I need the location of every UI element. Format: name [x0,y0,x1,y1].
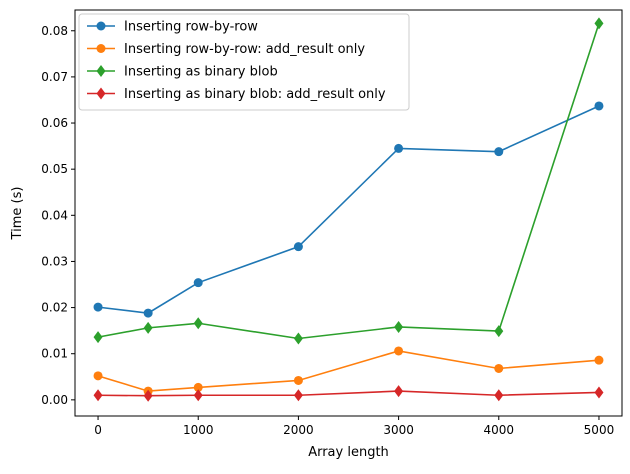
data-point-1-5 [394,143,404,153]
series-layer [93,17,604,402]
series-line-2 [97,350,600,392]
y-tick-label: 0.00 [41,393,68,407]
data-point-4-7 [594,386,604,399]
data-point-2-5 [394,346,404,356]
y-tick-label: 0.04 [41,208,68,222]
data-point-4-3 [193,389,203,402]
data-point-1-1 [93,302,103,312]
y-tick-label: 0.02 [41,301,68,315]
legend-marker [96,87,106,100]
data-point-2-6 [494,363,504,373]
data-point-1-6 [494,147,504,157]
y-tick-label: 0.05 [41,162,68,176]
data-point-3-7 [594,17,604,30]
legend-label: Inserting row-by-row [124,20,258,35]
legend-marker [96,65,106,77]
data-point-2-3 [193,382,203,392]
series-1 [93,101,604,318]
x-tick-label: 2000 [283,423,314,437]
data-point-3-5 [394,320,404,333]
legend-entry-1: Inserting row-by-row [87,20,258,35]
y-axis-label: Time (s) [10,187,25,241]
data-point-3-1 [93,331,103,344]
legend-marker [96,21,106,31]
data-point-2-4 [293,375,303,385]
legend-entry-2: Inserting row-by-row: add_result only [87,42,365,57]
legend-box [78,13,410,111]
y-tick-label: 0.01 [41,347,68,361]
x-tick-label: 3000 [383,423,414,437]
legend: Inserting row-by-row Inserting row-by-row… [78,13,410,111]
x-tick-label: 5000 [584,423,615,437]
series-3 [93,17,604,345]
data-point-4-4 [293,389,303,402]
series-line-4 [98,390,599,397]
legend-label: Inserting as binary blob: add_result onl… [124,87,386,102]
data-point-1-2 [143,308,153,318]
data-point-1-3 [193,278,203,288]
data-point-4-6 [494,389,504,402]
y-tick-label: 0.06 [41,116,68,130]
data-point-2-1 [93,371,103,381]
series-4 [93,385,604,402]
data-point-3-4 [293,332,303,345]
data-point-1-4 [293,242,303,252]
data-point-3-3 [193,317,203,330]
legend-label: Inserting as binary blob [124,65,278,80]
y-tick-label: 0.03 [41,254,68,268]
x-axis-ticks: 0 1000 2000 3000 4000 5000 [94,416,614,437]
x-tick-label: 0 [94,423,102,437]
legend-entry-4: Inserting as binary blob: add_result onl… [87,87,386,102]
data-point-4-2 [143,389,153,402]
series-2 [93,346,604,396]
data-point-4-5 [394,385,404,398]
x-axis-label: Array length [308,445,389,460]
legend-label: Inserting row-by-row: add_result only [124,42,365,57]
legend-marker [96,44,106,53]
y-tick-label: 0.07 [41,70,68,84]
series-line-1 [97,105,600,314]
data-point-3-2 [143,321,153,334]
data-point-1-7 [594,101,604,111]
x-tick-label: 1000 [183,423,214,437]
x-tick-label: 4000 [484,423,515,437]
y-axis-ticks: 0.00 0.01 0.02 0.03 0.04 0.05 0.06 0.07 0.08 [41,24,75,407]
data-point-2-7 [594,355,604,365]
plot-frame [74,9,623,417]
y-tick-label: 0.08 [41,24,68,38]
legend-entry-3: Inserting as binary blob [87,65,278,80]
data-point-3-6 [494,325,504,338]
data-point-4-1 [93,389,103,402]
